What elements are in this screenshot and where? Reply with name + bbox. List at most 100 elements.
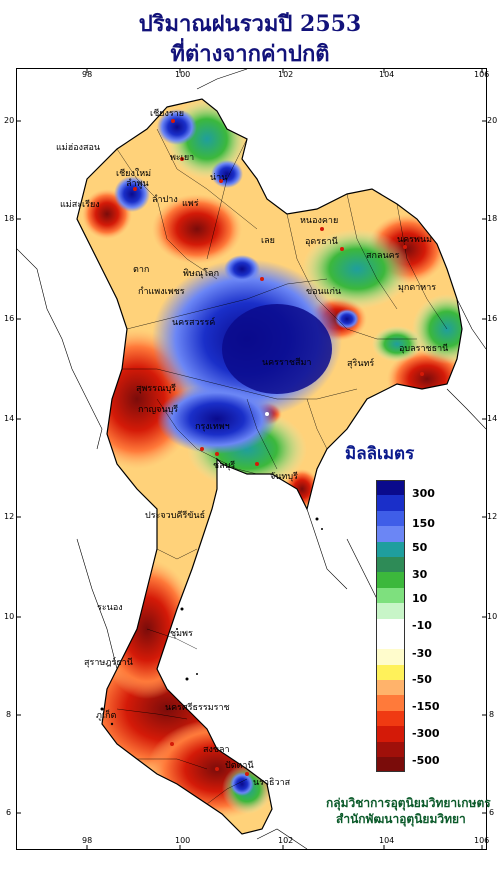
city-label: มุกดาหาร xyxy=(398,283,437,293)
city-label: นครราชสีมา xyxy=(262,358,312,368)
map-title-line2: ที่ต่างจากค่าปกติ xyxy=(170,41,330,67)
legend-swatch xyxy=(376,495,405,511)
city-label: สงขลา xyxy=(203,745,230,755)
x-tick-label: 100 xyxy=(175,836,191,845)
city-label: แพร่ xyxy=(182,199,199,209)
city-label: อุบลราชธานี xyxy=(399,344,449,354)
city-label: น่าน xyxy=(210,173,228,183)
legend-label: 10 xyxy=(412,592,428,605)
legend-label: 300 xyxy=(412,487,435,500)
credit-line2: สำนักพัฒนาอุตุนิยมวิทยา xyxy=(336,812,466,826)
station-markers xyxy=(133,119,424,776)
x-tick-label: 102 xyxy=(278,70,294,79)
y-tick-label: 14 xyxy=(487,414,498,423)
city-label: ชลบุรี xyxy=(213,461,236,471)
legend-label: 150 xyxy=(412,517,435,530)
city-label: สกลนคร xyxy=(366,251,400,261)
city-label: เลย xyxy=(261,236,275,246)
legend-label: -300 xyxy=(412,727,440,740)
city-label: ประจวบคีรีขันธ์ xyxy=(145,511,206,521)
legend-label: 30 xyxy=(412,568,428,581)
province-borders xyxy=(116,128,448,805)
legend-swatch xyxy=(376,710,405,727)
city-label: พิษณุโลก xyxy=(183,269,220,279)
y-tick-label: 8 xyxy=(489,710,495,719)
x-tick-label: 98 xyxy=(82,70,93,79)
city-label: พะเยา xyxy=(170,153,195,163)
y-tick-label: 10 xyxy=(4,612,15,621)
y-tick-label: 8 xyxy=(6,710,12,719)
y-tick-label: 16 xyxy=(487,314,498,323)
city-label: นครศรีธรรมราช xyxy=(165,703,230,713)
city-label: ลำปาง xyxy=(152,195,178,205)
legend-swatch xyxy=(376,680,405,696)
city-label: กาญจนบุรี xyxy=(138,405,179,415)
city-label: ขอนแก่น xyxy=(306,287,342,297)
city-label: ชุมพร xyxy=(170,629,193,639)
city-label: เชียงราย xyxy=(150,109,185,119)
city-label: ระนอง xyxy=(97,603,123,613)
legend-title: มิลลิเมตร xyxy=(345,444,415,464)
map-frame xyxy=(16,68,487,850)
legend-swatch xyxy=(376,603,405,619)
city-label: ภูเก็ต xyxy=(96,711,117,721)
y-tick-label: 18 xyxy=(487,214,498,223)
legend-swatch xyxy=(376,480,405,496)
legend-colorbar xyxy=(376,480,405,773)
x-tick-label: 106 xyxy=(474,836,490,845)
map-title-line1: ปริมาณฝนรวมปี 2553 xyxy=(138,11,362,37)
axis-ticks xyxy=(17,69,486,849)
legend-swatch xyxy=(376,649,405,665)
city-label: หนองคาย xyxy=(300,216,339,226)
city-label: นครสวรรค์ xyxy=(172,318,216,328)
city-label: ลำพูน xyxy=(126,179,149,189)
city-label: ปัตตานี xyxy=(225,761,254,771)
legend-swatch xyxy=(376,526,405,542)
y-tick-label: 14 xyxy=(4,414,15,423)
city-label: นครพนม xyxy=(397,235,433,245)
city-label: แม่สะเรียง xyxy=(60,200,100,210)
x-tick-label: 102 xyxy=(278,836,294,845)
y-tick-label: 6 xyxy=(489,808,495,817)
legend-label: 50 xyxy=(412,541,428,554)
legend-swatch xyxy=(376,633,405,650)
x-tick-label: 104 xyxy=(379,836,395,845)
y-tick-label: 20 xyxy=(4,116,15,125)
legend-label: -10 xyxy=(412,619,432,632)
legend-swatch xyxy=(376,664,405,681)
city-label: สุราษฎร์ธานี xyxy=(84,658,133,668)
legend-label: -50 xyxy=(412,673,432,686)
legend-swatch xyxy=(376,695,405,711)
y-tick-label: 18 xyxy=(4,214,15,223)
city-label: จันทบุรี xyxy=(270,472,298,482)
y-tick-label: 20 xyxy=(487,116,498,125)
y-tick-label: 10 xyxy=(487,612,498,621)
city-label: สุพรรณบุรี xyxy=(136,384,176,394)
legend-label: -30 xyxy=(412,647,432,660)
thailand-outline xyxy=(76,98,463,835)
rainfall-map xyxy=(17,69,486,849)
city-label: กำแพงเพชร xyxy=(138,287,185,297)
legend-swatch xyxy=(376,572,405,588)
city-label: นราธิวาส xyxy=(253,778,291,788)
legend-swatch xyxy=(376,618,405,634)
x-tick-label: 98 xyxy=(82,836,93,845)
y-tick-label: 6 xyxy=(6,808,12,817)
credit-line1: กลุ่มวิชาการอุตุนิยมวิทยาเกษตร xyxy=(326,796,491,810)
city-label: กรุงเทพฯ xyxy=(195,422,230,432)
x-tick-label: 104 xyxy=(379,70,395,79)
legend-swatch xyxy=(376,510,405,527)
legend-label: -150 xyxy=(412,700,440,713)
city-label: อุดรธานี xyxy=(305,237,338,247)
city-label: สุรินทร์ xyxy=(347,359,375,369)
y-tick-label: 16 xyxy=(4,314,15,323)
city-label: ตาก xyxy=(133,265,150,275)
legend-swatch xyxy=(376,741,405,758)
x-tick-label: 106 xyxy=(474,70,490,79)
legend-swatch xyxy=(376,587,405,604)
city-label: แม่ฮ่องสอน xyxy=(56,143,101,153)
legend-swatch xyxy=(376,757,405,773)
legend-label: -500 xyxy=(412,754,440,767)
city-label: เชียงใหม่ xyxy=(116,169,152,179)
y-tick-label: 12 xyxy=(487,512,498,521)
